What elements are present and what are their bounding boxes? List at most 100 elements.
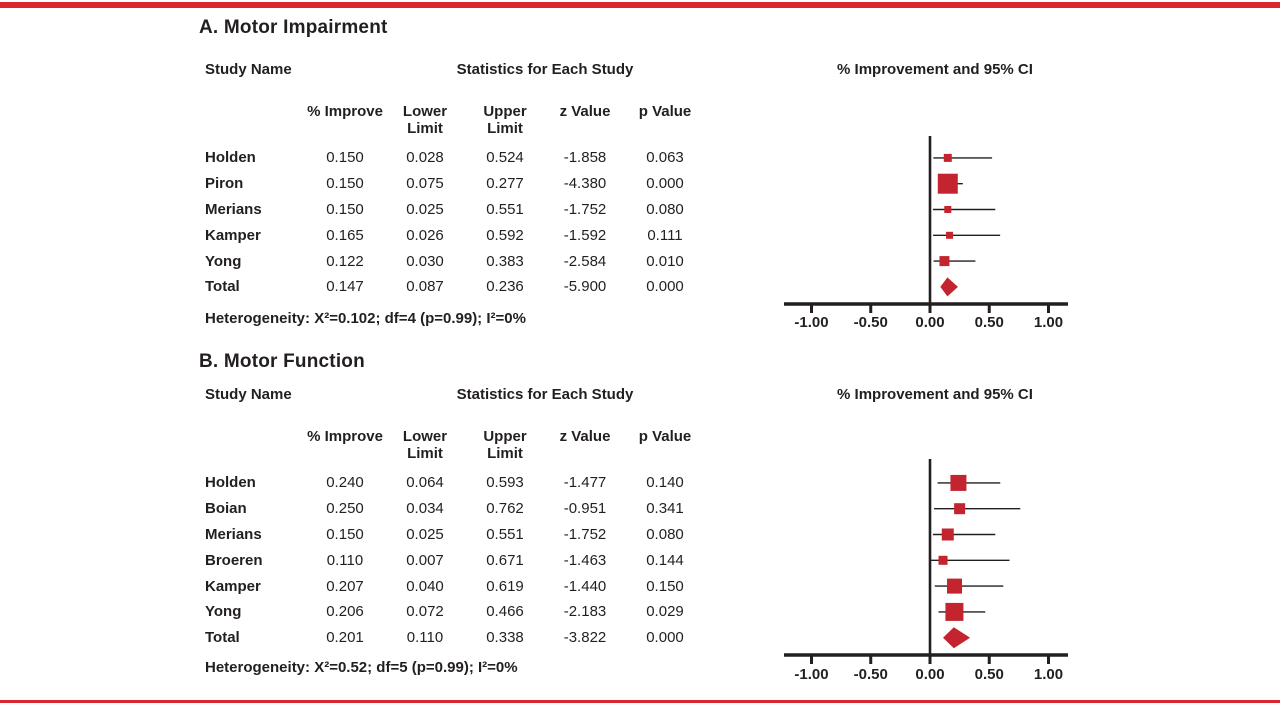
stats-header: Statistics for Each Study: [456, 386, 634, 403]
column-header: z Value: [559, 103, 611, 120]
value-cell: 0.240: [326, 474, 364, 492]
value-cell: 0.000: [646, 175, 684, 193]
study-name-cell: Total: [205, 278, 240, 296]
value-cell: -3.822: [563, 629, 607, 647]
axis-tick-label: -0.50: [854, 666, 888, 683]
value-cell: -2.584: [563, 252, 607, 270]
study-marker: [939, 256, 950, 267]
column-headers: % Improve Lower Limit Upper Limit z Value p …: [305, 103, 705, 137]
value-cell: 0.028: [406, 149, 444, 167]
study-marker: [945, 602, 964, 621]
value-cell: 0.150: [646, 577, 684, 595]
axis-tick-label: 1.00: [1034, 314, 1063, 331]
study-name-cell: Holden: [205, 474, 256, 492]
study-marker: [947, 578, 963, 594]
stats-table: Holden 0.150 0.028 0.524 -1.858 0.063 Piron 0.1…: [205, 145, 705, 300]
study-name-cell: Piron: [205, 175, 244, 193]
study-name-cell: Merians: [205, 200, 262, 218]
table-row: Boian 0.250 0.034 0.762 -0.951 0.341: [205, 496, 705, 522]
column-header: Lower Limit: [402, 428, 448, 462]
total-row: Total 0.201 0.110 0.338 -3.822 0.000: [205, 625, 705, 651]
value-cell: -1.463: [563, 551, 607, 569]
study-name-cell: Kamper: [205, 226, 261, 244]
table-row: Broeren 0.110 0.007 0.671 -1.463 0.144: [205, 547, 705, 573]
total-diamond: [943, 627, 971, 649]
value-cell: 0.150: [326, 149, 364, 167]
plot-header: % Improvement and 95% CI: [837, 386, 1033, 403]
axis-tick-label: 1.00: [1034, 666, 1063, 683]
value-cell: 0.144: [646, 551, 684, 569]
value-cell: 0.551: [486, 200, 524, 218]
forest-plot: -1.00 -0.50 0.00 0.50 1.00: [784, 136, 1068, 331]
value-cell: 0.072: [406, 603, 444, 621]
value-cell: 0.040: [406, 577, 444, 595]
study-name-cell: Merians: [205, 525, 262, 543]
value-cell: 0.025: [406, 525, 444, 543]
value-cell: 0.007: [406, 551, 444, 569]
value-cell: 0.025: [406, 200, 444, 218]
study-name-cell: Kamper: [205, 577, 261, 595]
value-cell: 0.075: [406, 175, 444, 193]
panel-title: B. Motor Function: [199, 351, 365, 372]
study-marker: [950, 474, 967, 491]
value-cell: 0.338: [486, 629, 524, 647]
axis-tick-label: -0.50: [854, 314, 888, 331]
value-cell: 0.080: [646, 525, 684, 543]
axis-tick-label: 0.50: [975, 666, 1004, 683]
value-cell: 0.030: [406, 252, 444, 270]
column-header: Lower Limit: [402, 103, 448, 137]
axis-tick-label: 0.00: [915, 314, 944, 331]
value-cell: -0.951: [563, 500, 607, 518]
study-marker: [954, 503, 966, 515]
total-diamond: [940, 277, 958, 297]
stats-header: Statistics for Each Study: [456, 61, 634, 78]
value-cell: 0.236: [486, 278, 524, 296]
column-header: z Value: [559, 428, 611, 445]
study-name-cell: Yong: [205, 252, 242, 270]
value-cell: 0.277: [486, 175, 524, 193]
top-border-rule: [0, 2, 1280, 8]
heterogeneity-note: Heterogeneity: X²=0.52; df=5 (p=0.99); I…: [205, 659, 518, 676]
value-cell: 0.111: [647, 226, 683, 244]
column-header: p Value: [638, 103, 692, 120]
value-cell: 0.080: [646, 200, 684, 218]
value-cell: 0.087: [406, 278, 444, 296]
panel-title: A. Motor Impairment: [199, 17, 388, 38]
axis-tick-label: -1.00: [794, 314, 828, 331]
value-cell: 0.150: [326, 200, 364, 218]
value-cell: 0.110: [406, 629, 444, 647]
study-name-cell: Boian: [205, 500, 247, 518]
value-cell: -1.592: [563, 226, 607, 244]
table-row: Holden 0.240 0.064 0.593 -1.477 0.140: [205, 470, 705, 496]
value-cell: 0.524: [486, 149, 524, 167]
heterogeneity-note: Heterogeneity: X²=0.102; df=4 (p=0.99); …: [205, 310, 526, 327]
value-cell: -1.752: [563, 525, 607, 543]
value-cell: -1.440: [563, 577, 607, 595]
value-cell: 0.593: [486, 474, 524, 492]
value-cell: 0.551: [486, 525, 524, 543]
total-row: Total 0.147 0.087 0.236 -5.900 0.000: [205, 274, 705, 300]
value-cell: 0.000: [646, 278, 684, 296]
value-cell: 0.029: [646, 603, 684, 621]
table-row: Yong 0.206 0.072 0.466 -2.183 0.029: [205, 599, 705, 625]
table-row: Holden 0.150 0.028 0.524 -1.858 0.063: [205, 145, 705, 171]
table-row: Kamper 0.207 0.040 0.619 -1.440 0.150: [205, 573, 705, 599]
value-cell: -1.752: [563, 200, 607, 218]
value-cell: 0.140: [646, 474, 684, 492]
value-cell: 0.150: [326, 525, 364, 543]
value-cell: 0.671: [486, 551, 524, 569]
value-cell: -2.183: [563, 603, 607, 621]
axis-tick-label: 0.50: [975, 314, 1004, 331]
value-cell: 0.064: [406, 474, 444, 492]
study-marker: [943, 153, 952, 162]
column-header: % Improve: [307, 428, 383, 445]
value-cell: 0.619: [486, 577, 524, 595]
table-row: Kamper 0.165 0.026 0.592 -1.592 0.111: [205, 222, 705, 248]
value-cell: 0.207: [326, 577, 364, 595]
value-cell: 0.010: [646, 252, 684, 270]
value-cell: 0.110: [326, 551, 364, 569]
value-cell: 0.150: [326, 175, 364, 193]
value-cell: 0.250: [326, 500, 364, 518]
value-cell: 0.026: [406, 226, 444, 244]
value-cell: 0.206: [326, 603, 364, 621]
